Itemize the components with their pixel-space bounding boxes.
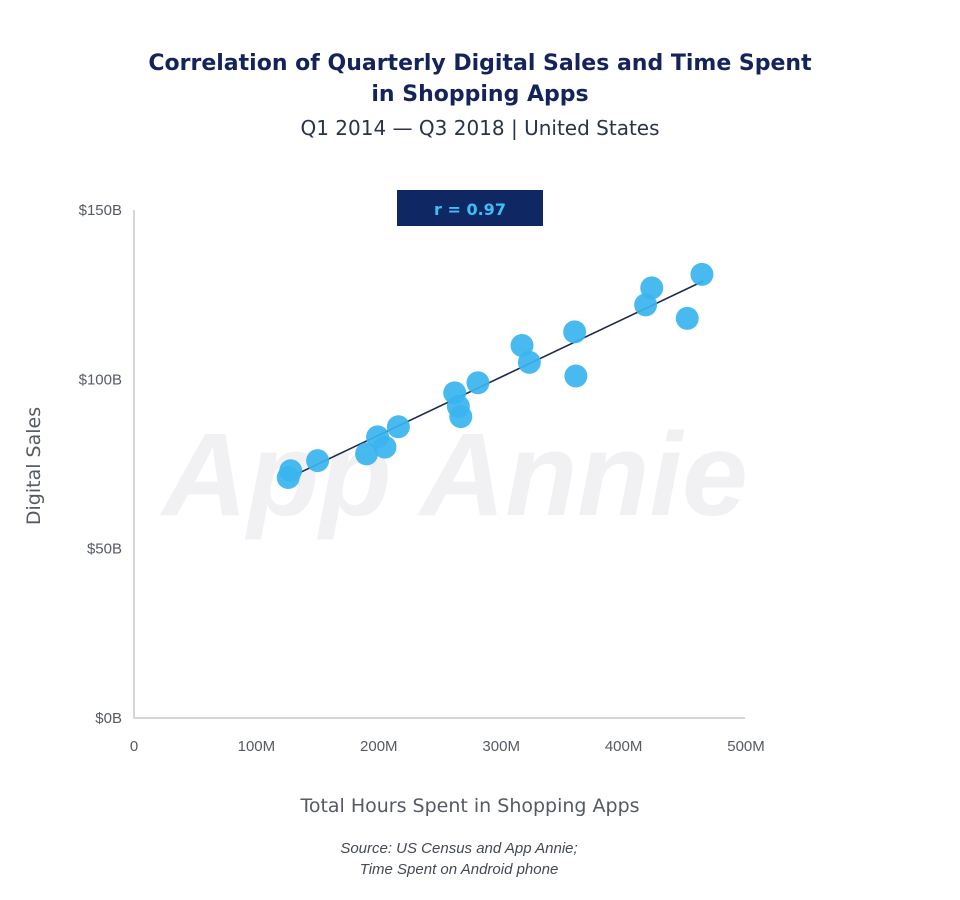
trendline bbox=[289, 280, 704, 479]
data-point bbox=[517, 350, 541, 374]
source-note: Source: US Census and App Annie; Time Sp… bbox=[0, 838, 918, 880]
y-axis-label: Digital Sales bbox=[23, 407, 45, 525]
chart-title-line-1: Correlation of Quarterly Digital Sales a… bbox=[148, 51, 812, 76]
y-tick-label: $50B bbox=[87, 541, 122, 558]
source-note-line-2: Time Spent on Android phone bbox=[359, 861, 559, 878]
data-point bbox=[563, 320, 587, 344]
x-tick-label: 0 bbox=[130, 738, 138, 755]
x-tick-label: 500M bbox=[727, 738, 765, 755]
data-point bbox=[373, 435, 397, 459]
correlation-badge bbox=[397, 190, 543, 226]
watermark-text: App Annie bbox=[159, 409, 748, 541]
data-point bbox=[564, 364, 588, 388]
chart-title-line-2: in Shopping Apps bbox=[371, 82, 589, 107]
x-tick-label: 300M bbox=[482, 738, 520, 755]
data-point bbox=[386, 415, 410, 439]
data-point bbox=[466, 371, 490, 395]
y-tick-label: $150B bbox=[79, 202, 122, 219]
data-point bbox=[449, 405, 473, 429]
y-tick-label: $100B bbox=[79, 371, 122, 388]
data-point bbox=[279, 459, 303, 483]
x-axis-label: Total Hours Spent in Shopping Apps bbox=[299, 795, 639, 817]
x-tick-label: 200M bbox=[360, 738, 398, 755]
data-point bbox=[306, 449, 330, 473]
source-note-line-1: Source: US Census and App Annie; bbox=[340, 840, 578, 857]
x-tick-label: 400M bbox=[605, 738, 643, 755]
data-point bbox=[675, 306, 699, 330]
y-tick-label: $0B bbox=[95, 710, 122, 727]
correlation-badge-text: r = 0.97 bbox=[434, 200, 506, 219]
data-point bbox=[355, 442, 379, 466]
chart-title: Correlation of Quarterly Digital Sales a… bbox=[0, 48, 960, 110]
data-point bbox=[690, 262, 714, 286]
x-tick-label: 100M bbox=[238, 738, 276, 755]
chart-subtitle: Q1 2014 — Q3 2018 | United States bbox=[300, 116, 660, 140]
data-point bbox=[640, 276, 664, 300]
